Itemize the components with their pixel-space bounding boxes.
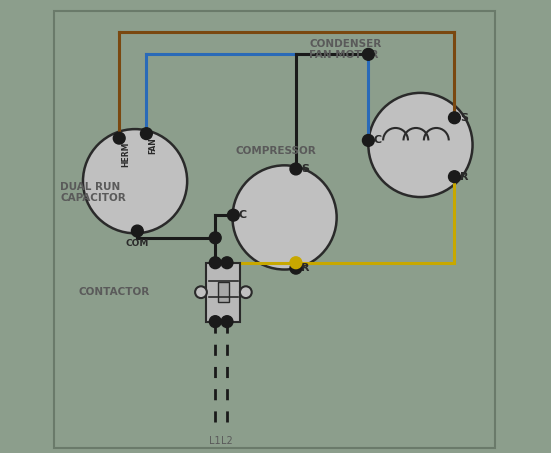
Circle shape	[228, 209, 239, 221]
Text: CONDENSER
FAN MOTOR: CONDENSER FAN MOTOR	[310, 39, 382, 60]
Circle shape	[209, 257, 221, 269]
Circle shape	[114, 132, 125, 144]
Text: CONTACTOR: CONTACTOR	[78, 287, 150, 297]
Circle shape	[449, 171, 460, 183]
Circle shape	[83, 129, 187, 233]
Circle shape	[240, 286, 252, 298]
Text: FAN: FAN	[149, 137, 158, 154]
Text: DUAL RUN
CAPACITOR: DUAL RUN CAPACITOR	[60, 182, 126, 203]
Circle shape	[209, 232, 221, 244]
FancyBboxPatch shape	[207, 263, 240, 322]
Text: S: S	[301, 164, 309, 174]
Circle shape	[363, 135, 374, 146]
Circle shape	[209, 316, 221, 328]
Circle shape	[290, 257, 302, 269]
Text: COMPRESSOR: COMPRESSOR	[235, 146, 316, 156]
Circle shape	[363, 48, 374, 60]
Text: L2: L2	[221, 436, 233, 446]
Circle shape	[369, 93, 473, 197]
FancyBboxPatch shape	[218, 282, 229, 302]
Text: C: C	[239, 210, 247, 220]
Circle shape	[132, 225, 143, 237]
Text: R: R	[301, 263, 310, 273]
Circle shape	[221, 316, 233, 328]
Circle shape	[141, 128, 152, 140]
Circle shape	[221, 257, 233, 269]
Text: R: R	[460, 172, 468, 182]
Circle shape	[449, 112, 460, 124]
Circle shape	[290, 262, 302, 274]
Text: COM: COM	[126, 239, 149, 248]
FancyBboxPatch shape	[53, 11, 495, 448]
Circle shape	[233, 165, 337, 270]
Text: L1: L1	[209, 436, 221, 446]
Circle shape	[290, 163, 302, 175]
Text: S: S	[460, 113, 468, 123]
Circle shape	[195, 286, 207, 298]
Text: C: C	[374, 135, 382, 145]
Text: HERM: HERM	[121, 142, 131, 167]
